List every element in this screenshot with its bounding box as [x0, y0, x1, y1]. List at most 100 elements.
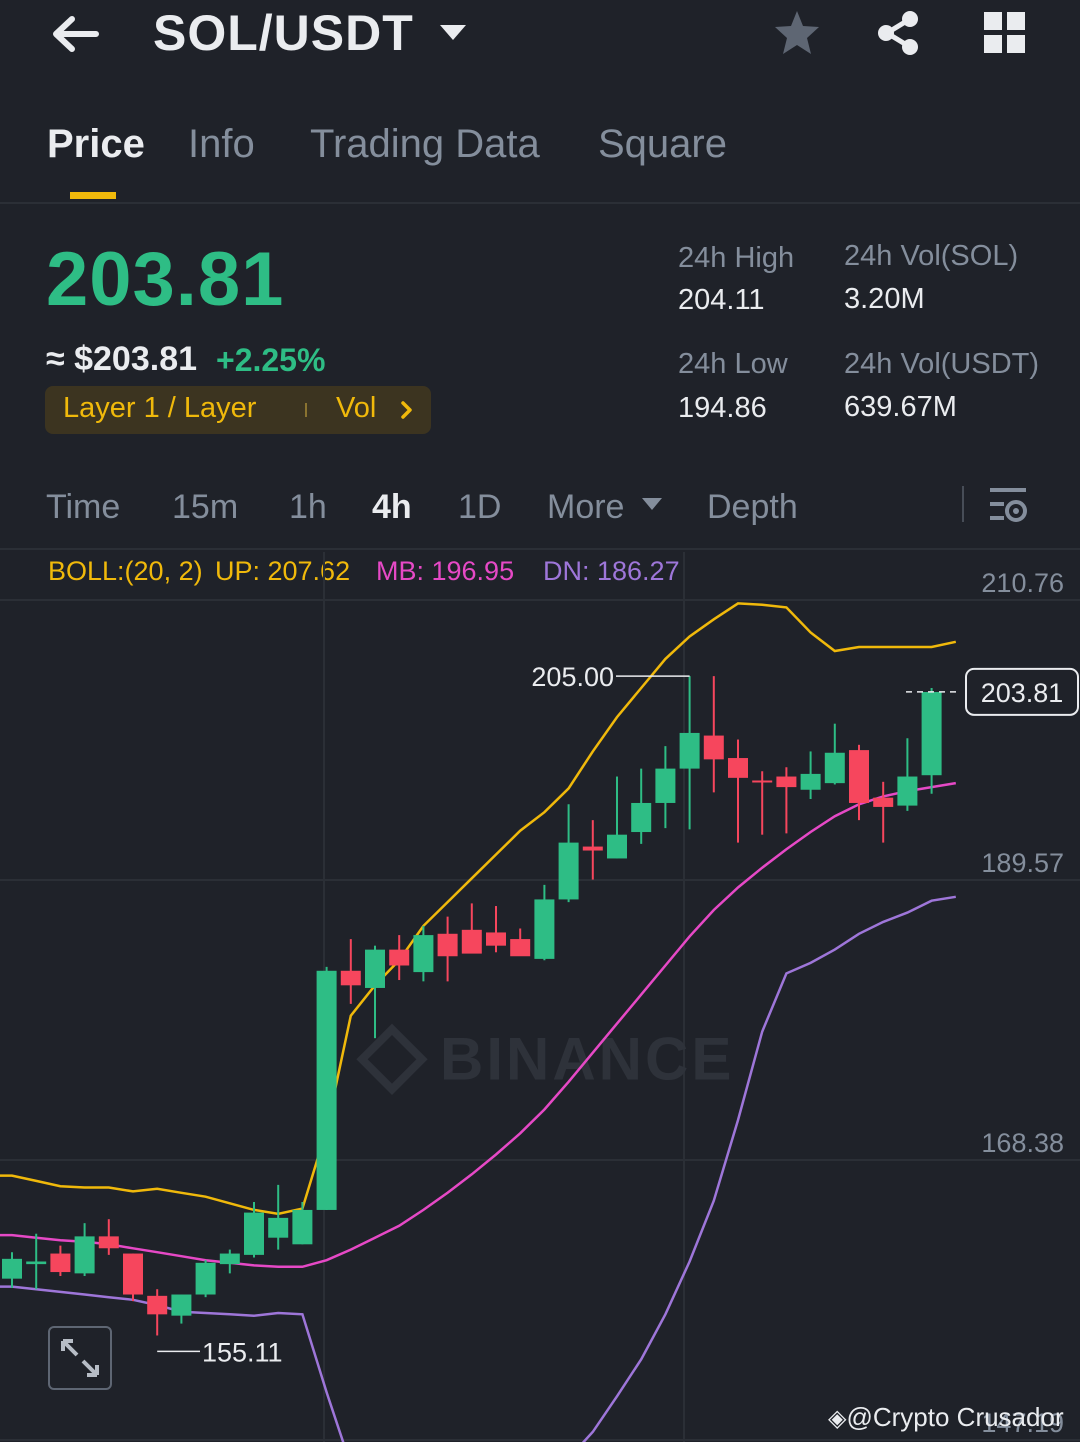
candle-body [316, 970, 337, 1210]
candle-body [752, 780, 773, 783]
candle-body [849, 750, 869, 803]
last-price: 203.81 [46, 237, 285, 322]
low-24h-value: 194.86 [678, 392, 767, 424]
chart-separator [0, 548, 1080, 550]
candle-body [510, 939, 531, 957]
candle-body [268, 1217, 289, 1238]
grid-menu-icon[interactable] [982, 10, 1028, 56]
candle-body [534, 899, 555, 959]
candle-body [800, 773, 821, 790]
tf-time[interactable]: Time [46, 488, 121, 526]
tab-price[interactable]: Price [47, 122, 145, 166]
binance-watermark-logo [356, 1023, 428, 1095]
tf-1d[interactable]: 1D [458, 488, 502, 526]
candle-body [365, 949, 385, 988]
candle-body [244, 1212, 264, 1255]
candle-body [26, 1261, 47, 1265]
current-price-label: 203.81 [981, 678, 1064, 708]
trading-pair-title[interactable]: SOL/USDT [153, 5, 414, 61]
candle-body [98, 1236, 119, 1249]
y-tick-label: 168.38 [981, 1128, 1064, 1158]
candle-body [897, 776, 918, 806]
candle-body [873, 797, 894, 807]
candle-body [340, 970, 361, 986]
candle-body [292, 1209, 313, 1245]
candle-body [486, 932, 506, 946]
credit-text: @Crypto Crusador [846, 1402, 1064, 1432]
toolbar-divider [962, 486, 964, 522]
tab-trading-data[interactable]: Trading Data [310, 122, 540, 166]
binance-watermark: BINANCE [440, 1025, 734, 1092]
tab-info[interactable]: Info [188, 122, 255, 166]
active-tab-indicator [70, 192, 116, 199]
favorite-star-icon[interactable] [772, 8, 822, 58]
current-price-badge [965, 667, 1079, 716]
back-arrow-icon[interactable] [46, 12, 106, 56]
chevron-right-icon [397, 398, 417, 422]
candle-body [921, 691, 942, 776]
candlestick-chart[interactable]: 210.76 189.57 168.38 147.19 BINANCE 205.00 155… [0, 552, 1080, 1442]
price-change-percent: +2.25% [216, 342, 326, 378]
candle-body [413, 935, 434, 973]
candle-body [147, 1295, 168, 1315]
fiat-price: ≈ $203.81 [46, 340, 198, 378]
candle-body [582, 846, 603, 851]
credit-watermark: ◈@Crypto Crusador [828, 1402, 1064, 1433]
candle-body [728, 758, 748, 778]
candle-body [50, 1253, 71, 1273]
low-annotation: 155.11 [202, 1337, 283, 1367]
tf-1h[interactable]: 1h [289, 488, 327, 526]
vol-base-24h-label: 24h Vol(SOL) [844, 240, 1019, 272]
y-tick-label: 189.57 [981, 848, 1064, 878]
candle-body [171, 1294, 192, 1316]
tf-more[interactable]: More [547, 488, 625, 526]
candle-body [558, 842, 579, 900]
boll-up-value: UP: 207.62 [215, 556, 351, 586]
tf-depth[interactable]: Depth [707, 488, 798, 526]
vol-tag-label: Vol [336, 392, 377, 424]
chart-settings-icon[interactable] [986, 484, 1032, 526]
candle-body [219, 1253, 240, 1265]
main-tabs: Price Info Trading Data Square [0, 118, 1080, 204]
tab-square[interactable]: Square [598, 122, 727, 166]
category-tag-label: Layer 1 / Layer [63, 392, 257, 424]
boll-middle-line [0, 781, 957, 1269]
pair-dropdown-caret-icon[interactable] [438, 22, 468, 44]
vol-base-24h-value: 3.20M [844, 283, 925, 315]
expand-arrows-icon [61, 1339, 99, 1377]
boll-mb-value: MB: 196.95 [376, 556, 515, 586]
tag-separator [305, 403, 307, 417]
y-tick-label: 210.76 [981, 568, 1064, 598]
candle-body [195, 1262, 216, 1295]
boll-dn-value: DN: 186.27 [543, 556, 680, 586]
candle-body [389, 949, 410, 966]
vol-quote-24h-value: 639.67M [844, 391, 957, 423]
category-tag-button[interactable]: Layer 1 / Layer Vol [45, 386, 431, 434]
vol-quote-24h-label: 24h Vol(USDT) [844, 348, 1040, 380]
high-24h-label: 24h High [678, 242, 795, 274]
high-annotation: 205.00 [531, 662, 614, 692]
y-tick-label: 147.19 [981, 1408, 1064, 1438]
fullscreen-button[interactable] [48, 1326, 112, 1390]
boll-params: BOLL:(20, 2) [48, 556, 203, 586]
tf-4h[interactable]: 4h [372, 488, 412, 526]
candle-body [461, 929, 482, 954]
low-24h-label: 24h Low [678, 348, 788, 380]
candle-body [2, 1258, 22, 1279]
high-24h-value: 204.11 [678, 284, 765, 316]
candle-body [824, 752, 845, 784]
candle-body [631, 802, 652, 833]
candle-body [74, 1236, 95, 1274]
tf-15m[interactable]: 15m [172, 488, 239, 526]
candle-body [437, 933, 458, 957]
top-bar: SOL/USDT [0, 0, 1080, 90]
candle-body [703, 735, 724, 760]
boll-upper-line [0, 602, 957, 1216]
candle-body [679, 732, 700, 769]
candle-body [655, 768, 676, 803]
candle-body [123, 1253, 143, 1295]
candle-body [607, 834, 627, 859]
candle-body [776, 776, 797, 788]
share-icon[interactable] [874, 8, 924, 58]
more-caret-icon[interactable] [640, 496, 664, 512]
